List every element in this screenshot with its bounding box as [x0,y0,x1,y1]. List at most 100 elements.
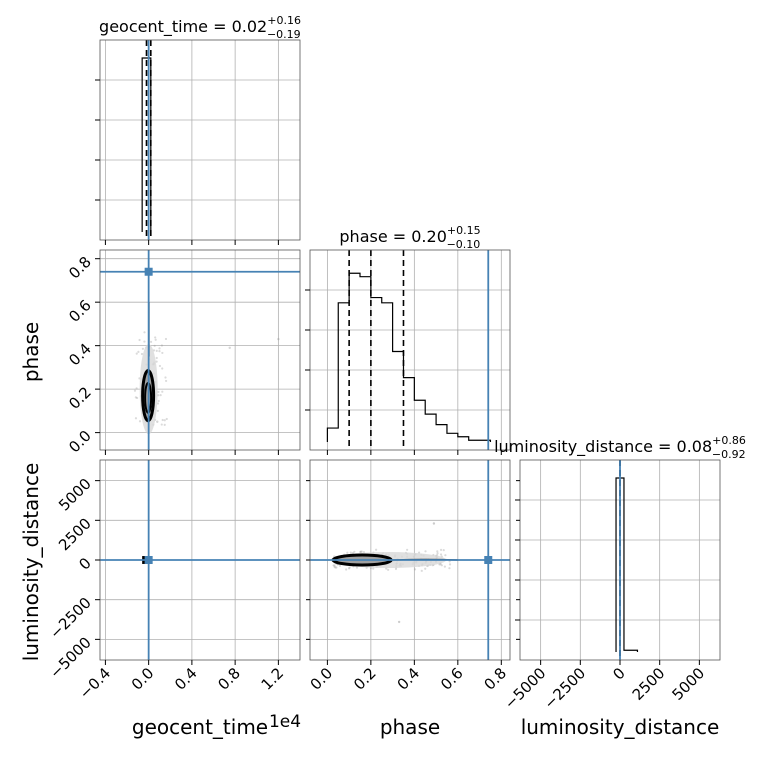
sample-point [345,568,348,571]
sample-point [353,550,356,553]
sample-point [156,402,160,405]
sample-point [153,344,156,347]
sample-point [165,417,168,421]
sample-point [444,554,447,557]
scatter-panel-geocent-vs-distance [99,459,301,661]
x-label-phase: phase [380,715,440,739]
sample-point [161,390,164,393]
sample-point [156,420,159,423]
y-label-phase: phase [19,322,43,382]
x-label-geocent_time: geocent_time [132,715,268,739]
y-tick-label-phase: 0.8 [65,253,95,283]
y-tick-label-phase: 0.6 [65,296,95,326]
sample-point [397,620,401,624]
panel-title-phase: phase = 0.20+0.15 −0.10 [339,224,480,251]
sample-point [333,565,336,568]
sample-point [424,550,427,553]
y-tick-label-phase: 0.0 [65,427,95,457]
sample-point [436,552,439,555]
sample-point [362,550,366,554]
sample-point [417,551,421,554]
sample-point [161,418,164,422]
sample-point [158,350,161,353]
sample-point [138,420,142,423]
hist-panel-geocent_time: geocent_time = 0.02+0.16 −0.19 [95,14,301,241]
truth-marker [144,267,153,276]
sample-point [135,387,138,390]
sample-point [141,347,145,350]
x-tick-label-phase: 0.0 [307,664,337,694]
x-tick-label-luminosity_distance: 5000 [668,664,708,704]
sample-point [351,551,355,555]
sample-point [160,423,163,426]
panel-title-geocent_time: geocent_time = 0.02+0.16 −0.19 [99,14,301,41]
sample-point [424,567,427,570]
hist-panel-phase: phase = 0.20+0.15 −0.10 [305,224,511,451]
sample-point [335,566,338,569]
x-tick-label-phase: 0.8 [481,664,511,694]
sample-point [385,567,388,570]
sample-point [420,569,423,572]
x-tick-label-luminosity_distance: 2500 [629,664,669,704]
scatter-panel-phase-vs-distance [309,459,511,661]
sample-point [332,564,335,567]
histogram-step [615,477,639,652]
density-group [330,522,458,624]
sample-point [138,338,141,342]
y-tick-label-luminosity_distance: −2500 [46,594,95,643]
y-tick-label-luminosity_distance: −5000 [46,633,95,682]
density-group [133,302,280,435]
sample-point [394,567,398,571]
sample-point [157,390,160,394]
y-tick-label-phase: 0.4 [65,340,95,370]
sample-point [134,417,138,420]
scatter-panel-geocent-vs-phase [99,249,301,451]
x-tick-label-luminosity_distance: −5000 [501,664,550,713]
panels-layer: geocent_time = 0.02+0.16 −0.19 phase = 0.2… [46,14,746,713]
sample-point [359,550,362,553]
sample-point [432,522,436,525]
sample-point [334,566,337,569]
sample-point [439,563,442,566]
histogram-step [326,272,492,442]
sample-point [161,367,164,370]
sample-point [349,551,352,554]
sample-point [374,548,378,551]
x-tick-label-luminosity_distance: −2500 [541,664,590,713]
y-tick-label-phase: 0.2 [65,383,95,413]
sample-point [136,396,139,400]
sample-point [143,340,146,343]
sample-point [161,351,164,355]
x-tick-label-phase: 0.6 [437,664,467,694]
sample-point [442,549,445,552]
labels-layer: geocent_time 1e4 phase luminosity_distan… [19,322,719,739]
x-label-luminosity_distance: luminosity_distance [521,715,720,739]
panel-frame [99,249,301,451]
sample-point [406,548,409,551]
sample-point [443,565,446,568]
sample-point [157,399,160,403]
sample-point [360,550,363,553]
sample-point [346,551,349,554]
sample-point [156,409,159,412]
panel-frame [99,39,301,241]
sample-point [154,338,157,341]
sample-point [160,344,164,347]
sample-point [413,568,417,571]
truth-marker [484,556,493,564]
sample-point [164,376,167,379]
truth-marker [144,556,153,564]
sample-point [359,551,362,554]
sample-point [158,364,162,368]
sample-point [440,564,443,567]
sample-point [355,566,359,569]
sample-point [155,356,158,360]
sample-point [135,352,138,355]
panel-title-luminosity_distance: luminosity_distance = 0.08+0.86 −0.92 [494,434,746,461]
hist-panel-luminosity_distance: luminosity_distance = 0.08+0.86 −0.92 [494,434,746,661]
sample-point [436,550,439,553]
sample-point [149,340,153,343]
sample-point [228,346,231,350]
sample-point [333,564,336,567]
